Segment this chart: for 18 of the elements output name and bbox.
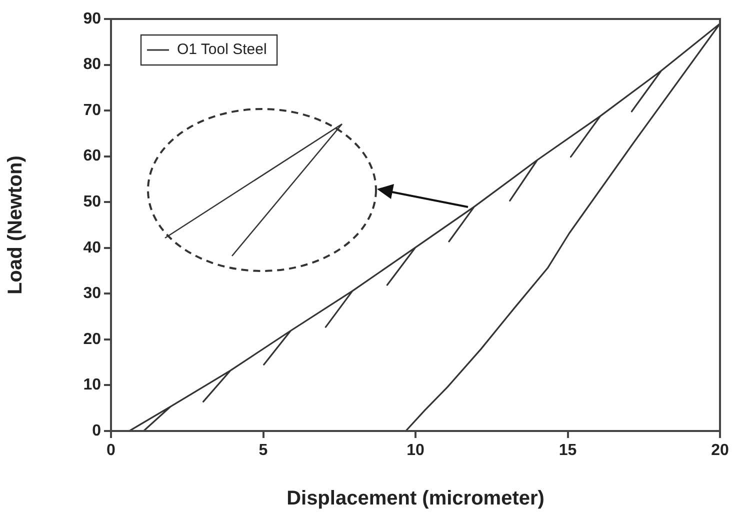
y-tick-label: 80 — [83, 56, 102, 74]
x-tick-label: 0 — [106, 442, 116, 460]
legend-label: O1 Tool Steel — [177, 41, 267, 58]
x-tick-label: 10 — [406, 442, 424, 460]
y-tick-label: 50 — [83, 194, 102, 211]
y-tick-label: 30 — [83, 285, 102, 302]
x-axis-title: Displacement (micrometer) — [286, 488, 544, 510]
y-tick-label: 40 — [83, 239, 102, 256]
x-tick-label: 5 — [258, 442, 268, 460]
y-axis-title: Load (Newton) — [4, 156, 27, 294]
x-tick-label: 20 — [711, 442, 729, 460]
y-tick-label: 20 — [83, 330, 102, 348]
y-tick-label: 0 — [92, 422, 102, 440]
y-tick-label: 60 — [83, 148, 102, 165]
x-tick-label: 15 — [558, 442, 577, 460]
y-tick-label: 10 — [83, 376, 102, 394]
y-tick-label: 90 — [83, 10, 102, 28]
y-tick-label: 70 — [83, 102, 102, 119]
